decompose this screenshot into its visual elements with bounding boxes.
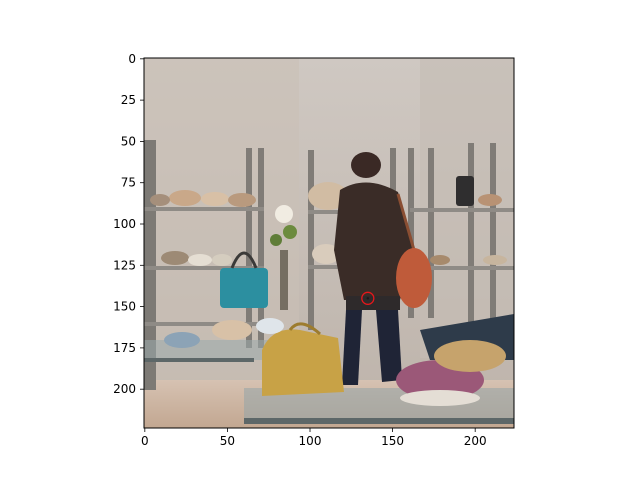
x-tick-label: 100 xyxy=(299,434,322,448)
y-tick-label: 25 xyxy=(121,93,136,107)
y-tick-label: 0 xyxy=(128,52,136,66)
y-tick-label: 175 xyxy=(113,341,136,355)
axes: 0 50 100 150 200 0 25 50 75 100 125 150 175 200 xyxy=(113,52,487,448)
x-tick-label: 200 xyxy=(464,434,487,448)
marker-dot xyxy=(366,297,370,300)
y-tick-label: 125 xyxy=(113,258,136,272)
y-tick-label: 200 xyxy=(113,382,136,396)
y-tick-label: 100 xyxy=(113,217,136,231)
y-tick-label: 50 xyxy=(121,134,136,148)
x-tick-label: 0 xyxy=(141,434,149,448)
x-tick-label: 150 xyxy=(381,434,404,448)
marker-circle xyxy=(361,291,375,305)
image-area xyxy=(143,57,515,429)
y-tick-label: 75 xyxy=(121,176,136,190)
photo xyxy=(144,58,514,428)
x-tick-label: 50 xyxy=(220,434,235,448)
y-tick-label: 150 xyxy=(113,300,136,314)
